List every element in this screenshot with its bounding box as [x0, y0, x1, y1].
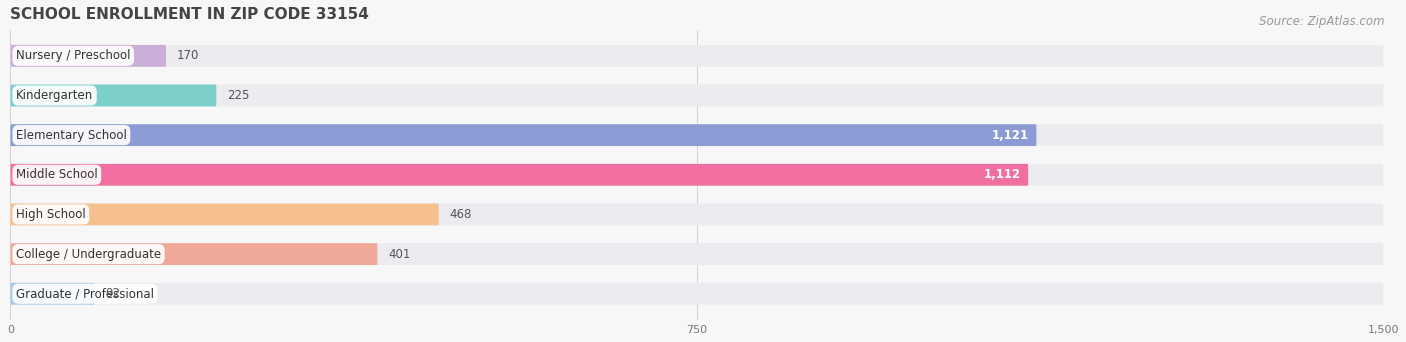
FancyBboxPatch shape	[10, 164, 1384, 186]
FancyBboxPatch shape	[10, 203, 1384, 225]
Text: College / Undergraduate: College / Undergraduate	[15, 248, 162, 261]
FancyBboxPatch shape	[10, 124, 1036, 146]
FancyBboxPatch shape	[10, 45, 1384, 67]
FancyBboxPatch shape	[10, 124, 1384, 146]
FancyBboxPatch shape	[10, 243, 377, 265]
Text: SCHOOL ENROLLMENT IN ZIP CODE 33154: SCHOOL ENROLLMENT IN ZIP CODE 33154	[10, 7, 370, 22]
Text: 468: 468	[450, 208, 472, 221]
FancyBboxPatch shape	[10, 203, 439, 225]
Text: 170: 170	[177, 49, 200, 62]
Text: Elementary School: Elementary School	[15, 129, 127, 142]
FancyBboxPatch shape	[10, 283, 1384, 305]
Text: 1,112: 1,112	[984, 168, 1021, 181]
Text: 401: 401	[388, 248, 411, 261]
FancyBboxPatch shape	[10, 84, 217, 106]
Text: 92: 92	[105, 287, 121, 300]
Text: 225: 225	[228, 89, 250, 102]
Text: 1,121: 1,121	[993, 129, 1029, 142]
FancyBboxPatch shape	[10, 84, 1384, 106]
Text: High School: High School	[15, 208, 86, 221]
FancyBboxPatch shape	[10, 283, 94, 305]
Text: Nursery / Preschool: Nursery / Preschool	[15, 49, 131, 62]
Text: Graduate / Professional: Graduate / Professional	[15, 287, 153, 300]
FancyBboxPatch shape	[10, 243, 1384, 265]
Text: Middle School: Middle School	[15, 168, 97, 181]
FancyBboxPatch shape	[10, 45, 166, 67]
Text: Source: ZipAtlas.com: Source: ZipAtlas.com	[1260, 15, 1385, 28]
FancyBboxPatch shape	[10, 164, 1028, 186]
Text: Kindergarten: Kindergarten	[15, 89, 93, 102]
